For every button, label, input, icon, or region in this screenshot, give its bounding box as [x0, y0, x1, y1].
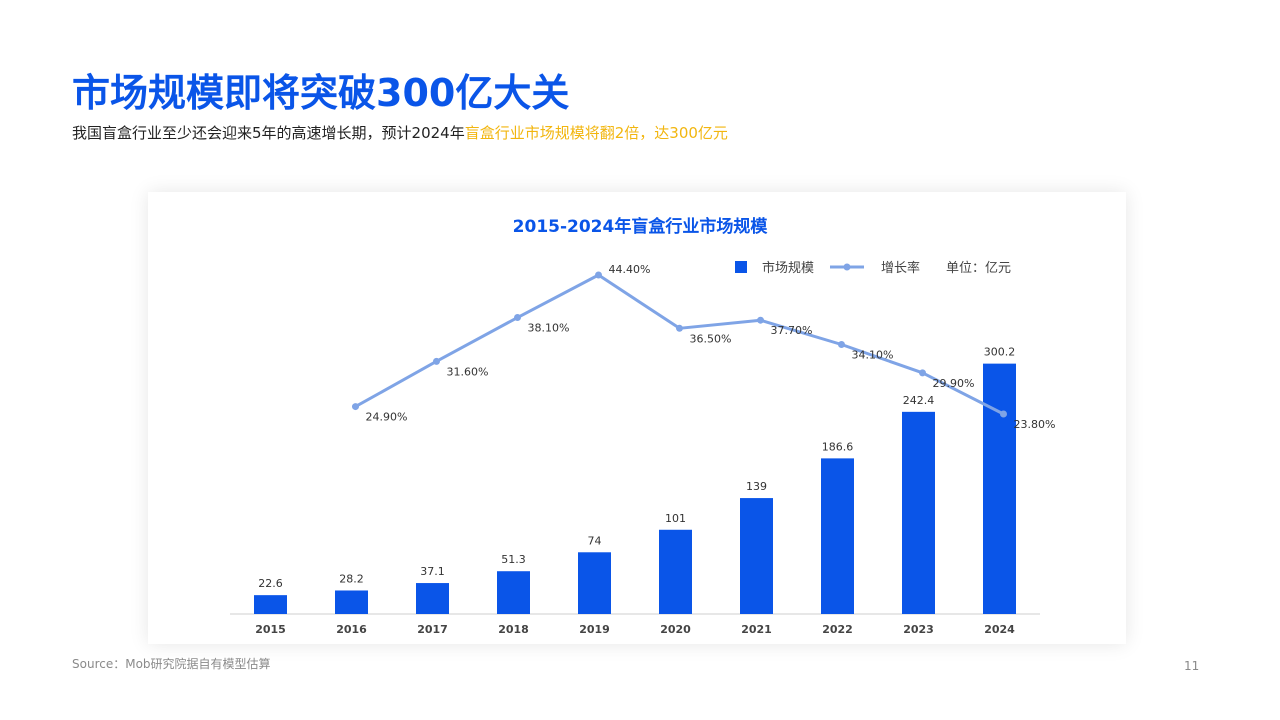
legend-line-marker: [843, 263, 851, 271]
growth-label-2018: 38.10%: [528, 322, 570, 335]
bar-2023: [902, 411, 935, 614]
bar-label-2022: 186.6: [822, 440, 854, 453]
bar-label-2015: 22.6: [258, 577, 283, 590]
bar-label-2018: 51.3: [501, 553, 526, 566]
x-ticks: 2015 2016 2017 2018 2019 2020 2021 2022 2023 2024: [255, 623, 1015, 636]
legend-bar-label: 市场规模: [762, 260, 814, 276]
x-tick-2016: 2016: [336, 623, 367, 636]
x-tick-2020: 2020: [660, 623, 691, 636]
growth-label-2021: 37.70%: [771, 324, 813, 337]
growth-label-2020: 36.50%: [690, 332, 732, 345]
bar-2017: [416, 583, 449, 614]
chart-card: 2015-2024年盲盒行业市场规模 市场规模 增长率 单位：亿元 22.6 28…: [148, 192, 1126, 644]
bar-2021: [740, 498, 773, 614]
bar-label-2016: 28.2: [339, 572, 364, 585]
growth-point-2019: [595, 271, 602, 279]
growth-label-2017: 31.60%: [447, 365, 489, 378]
bar-2024: [983, 363, 1016, 614]
x-tick-2023: 2023: [903, 623, 934, 636]
bar-label-2017: 37.1: [420, 565, 445, 578]
bar-label-2024: 300.2: [984, 346, 1016, 359]
growth-point-2020: [676, 324, 683, 332]
growth-point-2024: [1000, 410, 1007, 418]
growth-label-2019: 44.40%: [609, 263, 651, 276]
bar-label-2023: 242.4: [903, 394, 935, 407]
page-number: 11: [1184, 659, 1200, 673]
subtitle-highlight: 盲盒行业市场规模将翻2倍，达300亿元: [464, 124, 728, 142]
growth-point-2016: [352, 403, 359, 411]
line-series: 24.90% 31.60% 38.10% 44.40% 36.50% 37.70% 34.1…: [352, 263, 1055, 431]
growth-label-2024: 23.80%: [1014, 418, 1056, 431]
source-note: Source：Mob研究院据自有模型估算: [72, 657, 271, 671]
chart-legend: 市场规模 增长率 单位：亿元: [735, 260, 1011, 276]
page-subtitle: 我国盲盒行业至少还会迎来5年的高速增长期，预计2024年盲盒行业市场规模将翻2倍…: [72, 122, 728, 143]
bar-2016: [335, 590, 368, 614]
growth-label-2022: 34.10%: [852, 349, 894, 362]
growth-point-2018: [514, 314, 521, 322]
x-tick-2015: 2015: [255, 623, 286, 636]
x-tick-2022: 2022: [822, 623, 853, 636]
growth-point-2021: [757, 316, 764, 324]
bar-2020: [659, 529, 692, 614]
growth-point-2022: [838, 341, 845, 348]
bar-label-2020: 101: [665, 512, 686, 525]
subtitle-text: 我国盲盒行业至少还会迎来5年的高速增长期，预计2024年: [72, 124, 465, 142]
x-tick-2021: 2021: [741, 623, 772, 636]
x-tick-2017: 2017: [417, 623, 448, 636]
growth-label-2023: 29.90%: [933, 377, 975, 390]
bar-2019: [578, 552, 611, 614]
unit-note: 单位：亿元: [946, 261, 1011, 276]
bar-2015: [254, 595, 287, 614]
legend-bar-swatch: [735, 261, 747, 273]
bar-2022: [821, 458, 854, 614]
chart-svg: 2015-2024年盲盒行业市场规模 市场规模 增长率 单位：亿元 22.6 28…: [230, 216, 1055, 636]
growth-label-2016: 24.90%: [366, 411, 408, 424]
page-title: 市场规模即将突破300亿大关: [72, 71, 570, 115]
x-tick-2019: 2019: [579, 623, 610, 636]
x-tick-2018: 2018: [498, 623, 529, 636]
bar-label-2019: 74: [588, 534, 602, 547]
bar-label-2021: 139: [746, 480, 767, 493]
legend-line-label: 增长率: [881, 260, 920, 276]
x-tick-2024: 2024: [984, 623, 1015, 636]
chart-title: 2015-2024年盲盒行业市场规模: [513, 216, 769, 237]
bar-2018: [497, 571, 530, 614]
growth-point-2023: [919, 369, 926, 377]
bar-series: 22.6 28.2 37.1 51.3 74 101 139 186.6 242.4 300.2: [254, 346, 1016, 614]
growth-point-2017: [433, 357, 440, 365]
